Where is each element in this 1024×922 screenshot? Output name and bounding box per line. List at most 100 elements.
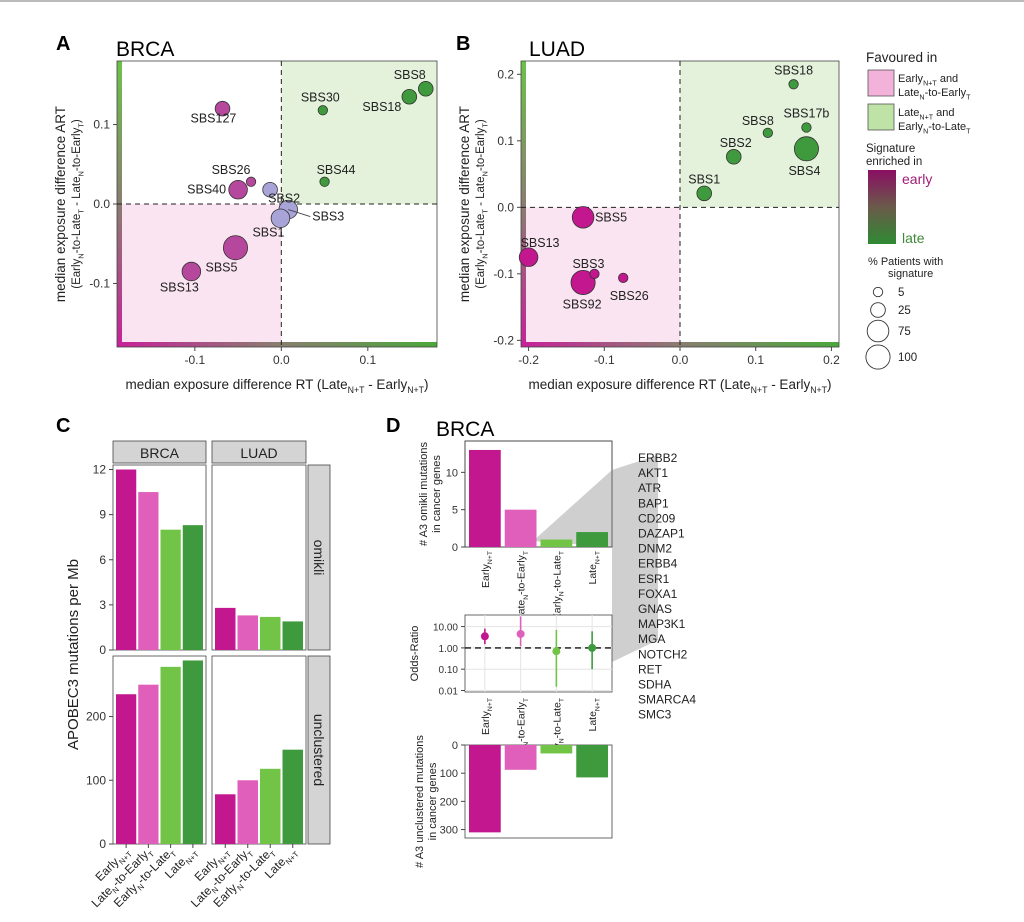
bottom-bar-1 bbox=[504, 745, 537, 770]
gene-label: ERBB2 bbox=[638, 451, 678, 465]
gene-label: AKT1 bbox=[638, 466, 668, 480]
point-label-sbs3: SBS3 bbox=[572, 257, 604, 271]
y-tick-label: 6 bbox=[99, 553, 106, 567]
y-tick-label: 1.00 bbox=[439, 644, 459, 655]
y-axis-label: median exposure difference ART bbox=[53, 106, 68, 302]
gene-label: GNAS bbox=[638, 602, 672, 616]
gene-label: SMC3 bbox=[638, 708, 672, 722]
facet-strip-col bbox=[112, 440, 207, 464]
bar-luad-omikli-1 bbox=[237, 615, 258, 650]
gene-label: RET bbox=[638, 662, 663, 676]
y-tick-label: -0.2 bbox=[493, 333, 514, 347]
y-tick-label: 0.10 bbox=[439, 665, 459, 676]
odds-point-0 bbox=[480, 632, 489, 641]
bar-luad-unclustered-3 bbox=[282, 749, 303, 844]
bottom-y-label: # A3 unclustered mutations bbox=[414, 735, 426, 868]
top-y-label-2: in cancer genes bbox=[431, 455, 443, 533]
gene-label: MAP3K1 bbox=[638, 617, 686, 631]
middle-x-tick-label: LateN+T bbox=[587, 698, 601, 732]
point-sbs17b bbox=[801, 122, 812, 133]
y-axis-label-secondary: (EarlyN-to-LateT - LateN-to-EarlyT) bbox=[71, 119, 85, 289]
top-x-tick-label: LateN+T bbox=[587, 551, 601, 585]
middle-x-tick-label: EarlyN+T bbox=[480, 698, 494, 735]
point-label-sbs127: SBS127 bbox=[191, 112, 237, 126]
pink-quadrant bbox=[521, 207, 680, 347]
y-tick-label: 100 bbox=[440, 768, 458, 780]
legend-size-circle bbox=[870, 302, 886, 318]
point-label-sbs5: SBS5 bbox=[595, 210, 627, 224]
gene-label: SDHA bbox=[638, 678, 671, 692]
point-label-sbs26: SBS26 bbox=[212, 163, 251, 177]
x-tick-label: -0.2 bbox=[518, 353, 539, 367]
bottom-bar-2 bbox=[540, 745, 573, 754]
odds-point-3 bbox=[588, 643, 597, 652]
legend-pink-label-2: LateN-to-EarlyT bbox=[898, 87, 971, 101]
point-sbs127 bbox=[214, 100, 231, 117]
point-sbs2 bbox=[262, 181, 278, 198]
legend-enriched-title-2: enriched in bbox=[866, 156, 922, 168]
facet-strip-row bbox=[307, 655, 331, 845]
facet-strip-row bbox=[307, 464, 331, 651]
y-tick-label: 0 bbox=[452, 542, 458, 554]
point-sbs5 bbox=[571, 206, 595, 229]
y-tick-label: 0.1 bbox=[93, 118, 110, 132]
y-tick-label: -0.1 bbox=[493, 267, 514, 281]
x-tick-label: 0.1 bbox=[747, 353, 764, 367]
point-label-sbs44: SBS44 bbox=[317, 163, 356, 177]
point-sbs30 bbox=[317, 105, 328, 116]
point-sbs26 bbox=[618, 272, 629, 283]
point-sbs13 bbox=[518, 247, 539, 267]
top-bar-0 bbox=[469, 449, 501, 547]
y-tick-label: 9 bbox=[99, 508, 106, 522]
facet-strip-col-label: LUAD bbox=[240, 445, 277, 461]
point-label-sbs1: SBS1 bbox=[252, 225, 284, 239]
top-x-tick-label: EarlyN+T bbox=[480, 551, 494, 588]
gene-label: DNM2 bbox=[638, 542, 672, 556]
point-label-sbs26: SBS26 bbox=[610, 289, 649, 303]
odds-point-2 bbox=[552, 647, 561, 656]
y-tick-label: 3 bbox=[99, 598, 106, 612]
facet-strip-row-label: unclustered bbox=[311, 714, 327, 786]
legend-green-label-1: LateN+T and bbox=[898, 107, 955, 121]
point-sbs26 bbox=[245, 176, 257, 187]
x-tick-label: LateN+T bbox=[262, 844, 301, 883]
panel-a-scatter: -0.1 0.0 0.1 -0.1 0.0 0.1 median exposure diff… bbox=[53, 60, 438, 395]
y-tick-label: 0.1 bbox=[497, 134, 514, 148]
legend-size-title-1: % Patients with bbox=[868, 256, 943, 268]
green-quadrant bbox=[680, 61, 839, 208]
point-sbs92 bbox=[570, 269, 596, 295]
gene-label: CD209 bbox=[638, 511, 676, 525]
legend-pink-swatch bbox=[867, 69, 895, 97]
facet-strip-col bbox=[211, 440, 307, 464]
point-sbs8 bbox=[418, 81, 434, 97]
point-label-sbs30: SBS30 bbox=[301, 90, 340, 104]
label-leader bbox=[288, 209, 311, 217]
point-label-sbs17b: SBS17b bbox=[784, 107, 830, 121]
bar-brca-omikli-2 bbox=[160, 529, 181, 650]
y-tick-label: 5 bbox=[452, 505, 458, 517]
bar-brca-unclustered-3 bbox=[182, 660, 203, 844]
y-tick-label: 0 bbox=[99, 643, 106, 657]
top-frame-outline bbox=[464, 440, 613, 548]
x-axis-label: median exposure difference RT (LateN+T -… bbox=[125, 377, 428, 395]
bar-luad-unclustered-0 bbox=[215, 794, 236, 844]
y-axis-label: median exposure difference ART bbox=[457, 106, 472, 302]
y-axis-label-secondary: (EarlyN-to-LateT - LateN-to-EarlyT) bbox=[475, 119, 489, 289]
bar-luad-omikli-3 bbox=[282, 621, 303, 650]
gene-label: ATR bbox=[638, 481, 661, 495]
legend-enriched-title-1: Signature bbox=[866, 143, 915, 155]
x-tick-label: -0.1 bbox=[184, 353, 205, 367]
legend-green-swatch bbox=[867, 103, 895, 131]
x-tick-label: 0.0 bbox=[273, 353, 290, 367]
panel-c-bars: BRCA LUAD omikli 0 3 6 9 12 unclustered 0 100 200 AP… bbox=[65, 440, 331, 910]
point-sbs18 bbox=[401, 89, 418, 105]
top-x-tick-label: LateN-to-EarlyT bbox=[516, 551, 530, 620]
top-bar-1 bbox=[504, 509, 537, 547]
x-tick-label: -0.1 bbox=[594, 353, 615, 367]
panel-letter-c: C bbox=[56, 415, 70, 437]
facet-strip-col-label: BRCA bbox=[140, 445, 180, 461]
legend-enriched-gradient bbox=[868, 170, 896, 244]
legend-pink-label-1: EarlyN+T and bbox=[898, 73, 958, 87]
